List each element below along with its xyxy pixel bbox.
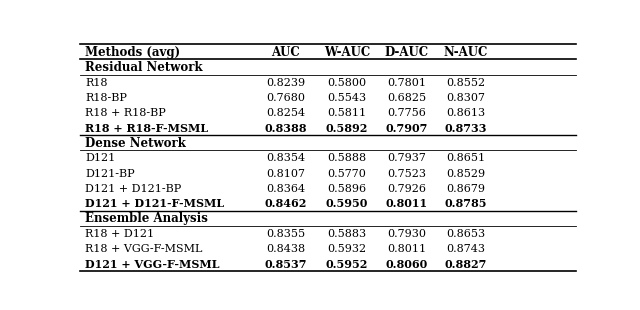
Text: D-AUC: D-AUC xyxy=(384,46,428,59)
Text: 0.8827: 0.8827 xyxy=(445,259,487,270)
Text: 0.8011: 0.8011 xyxy=(385,198,428,209)
Text: R18 + R18-F-MSML: R18 + R18-F-MSML xyxy=(85,123,208,134)
Text: 0.7907: 0.7907 xyxy=(385,123,428,134)
Text: 0.8785: 0.8785 xyxy=(445,198,487,209)
Text: R18-BP: R18-BP xyxy=(85,93,127,103)
Text: 0.7801: 0.7801 xyxy=(387,78,426,88)
Text: 0.7926: 0.7926 xyxy=(387,184,426,194)
Text: 0.8733: 0.8733 xyxy=(445,123,487,134)
Text: 0.5952: 0.5952 xyxy=(326,259,368,270)
Text: R18: R18 xyxy=(85,78,108,88)
Text: D121 + D121-F-MSML: D121 + D121-F-MSML xyxy=(85,198,224,209)
Text: 0.8613: 0.8613 xyxy=(446,108,486,118)
Text: AUC: AUC xyxy=(271,46,300,59)
Text: 0.8651: 0.8651 xyxy=(446,153,486,163)
Text: 0.7523: 0.7523 xyxy=(387,169,426,179)
Text: 0.5896: 0.5896 xyxy=(327,184,367,194)
Text: 0.7937: 0.7937 xyxy=(387,153,426,163)
Text: 0.7756: 0.7756 xyxy=(387,108,426,118)
Text: Ensemble Analysis: Ensemble Analysis xyxy=(85,212,208,225)
Text: D121 + D121-BP: D121 + D121-BP xyxy=(85,184,181,194)
Text: 0.8552: 0.8552 xyxy=(446,78,486,88)
Text: R18 + D121: R18 + D121 xyxy=(85,229,154,239)
Text: 0.8743: 0.8743 xyxy=(446,244,485,254)
Text: 0.8011: 0.8011 xyxy=(387,244,426,254)
Text: R18 + VGG-F-MSML: R18 + VGG-F-MSML xyxy=(85,244,202,254)
Text: 0.8364: 0.8364 xyxy=(266,184,305,194)
Text: 0.8254: 0.8254 xyxy=(266,108,305,118)
Text: R18 + R18-BP: R18 + R18-BP xyxy=(85,108,166,118)
Text: 0.8060: 0.8060 xyxy=(385,259,428,270)
Text: D121 + VGG-F-MSML: D121 + VGG-F-MSML xyxy=(85,259,220,270)
Text: 0.7930: 0.7930 xyxy=(387,229,426,239)
Text: 0.8438: 0.8438 xyxy=(266,244,305,254)
Text: Dense Network: Dense Network xyxy=(85,137,186,150)
Text: 0.8653: 0.8653 xyxy=(446,229,486,239)
Text: 0.8239: 0.8239 xyxy=(266,78,305,88)
Text: 0.8462: 0.8462 xyxy=(265,198,307,209)
Text: D121-BP: D121-BP xyxy=(85,169,134,179)
Text: W-AUC: W-AUC xyxy=(324,46,370,59)
Text: 0.5888: 0.5888 xyxy=(327,153,367,163)
Text: 0.5892: 0.5892 xyxy=(326,123,368,134)
Text: N-AUC: N-AUC xyxy=(444,46,488,59)
Text: D121: D121 xyxy=(85,153,115,163)
Text: 0.5950: 0.5950 xyxy=(326,198,368,209)
Text: 0.8107: 0.8107 xyxy=(266,169,305,179)
Text: 0.8307: 0.8307 xyxy=(446,93,485,103)
Text: 0.8537: 0.8537 xyxy=(264,259,307,270)
Text: Methods (avg): Methods (avg) xyxy=(85,46,180,59)
Text: Residual Network: Residual Network xyxy=(85,61,203,74)
Text: 0.5811: 0.5811 xyxy=(327,108,367,118)
Text: 0.8529: 0.8529 xyxy=(446,169,486,179)
Text: 0.5932: 0.5932 xyxy=(327,244,367,254)
Text: 0.7680: 0.7680 xyxy=(266,93,305,103)
Text: 0.5800: 0.5800 xyxy=(327,78,367,88)
Text: 0.5770: 0.5770 xyxy=(328,169,366,179)
Text: 0.5543: 0.5543 xyxy=(327,93,367,103)
Text: 0.5883: 0.5883 xyxy=(327,229,367,239)
Text: 0.6825: 0.6825 xyxy=(387,93,426,103)
Text: 0.8388: 0.8388 xyxy=(264,123,307,134)
Text: 0.8355: 0.8355 xyxy=(266,229,305,239)
Text: 0.8354: 0.8354 xyxy=(266,153,305,163)
Text: 0.8679: 0.8679 xyxy=(446,184,485,194)
